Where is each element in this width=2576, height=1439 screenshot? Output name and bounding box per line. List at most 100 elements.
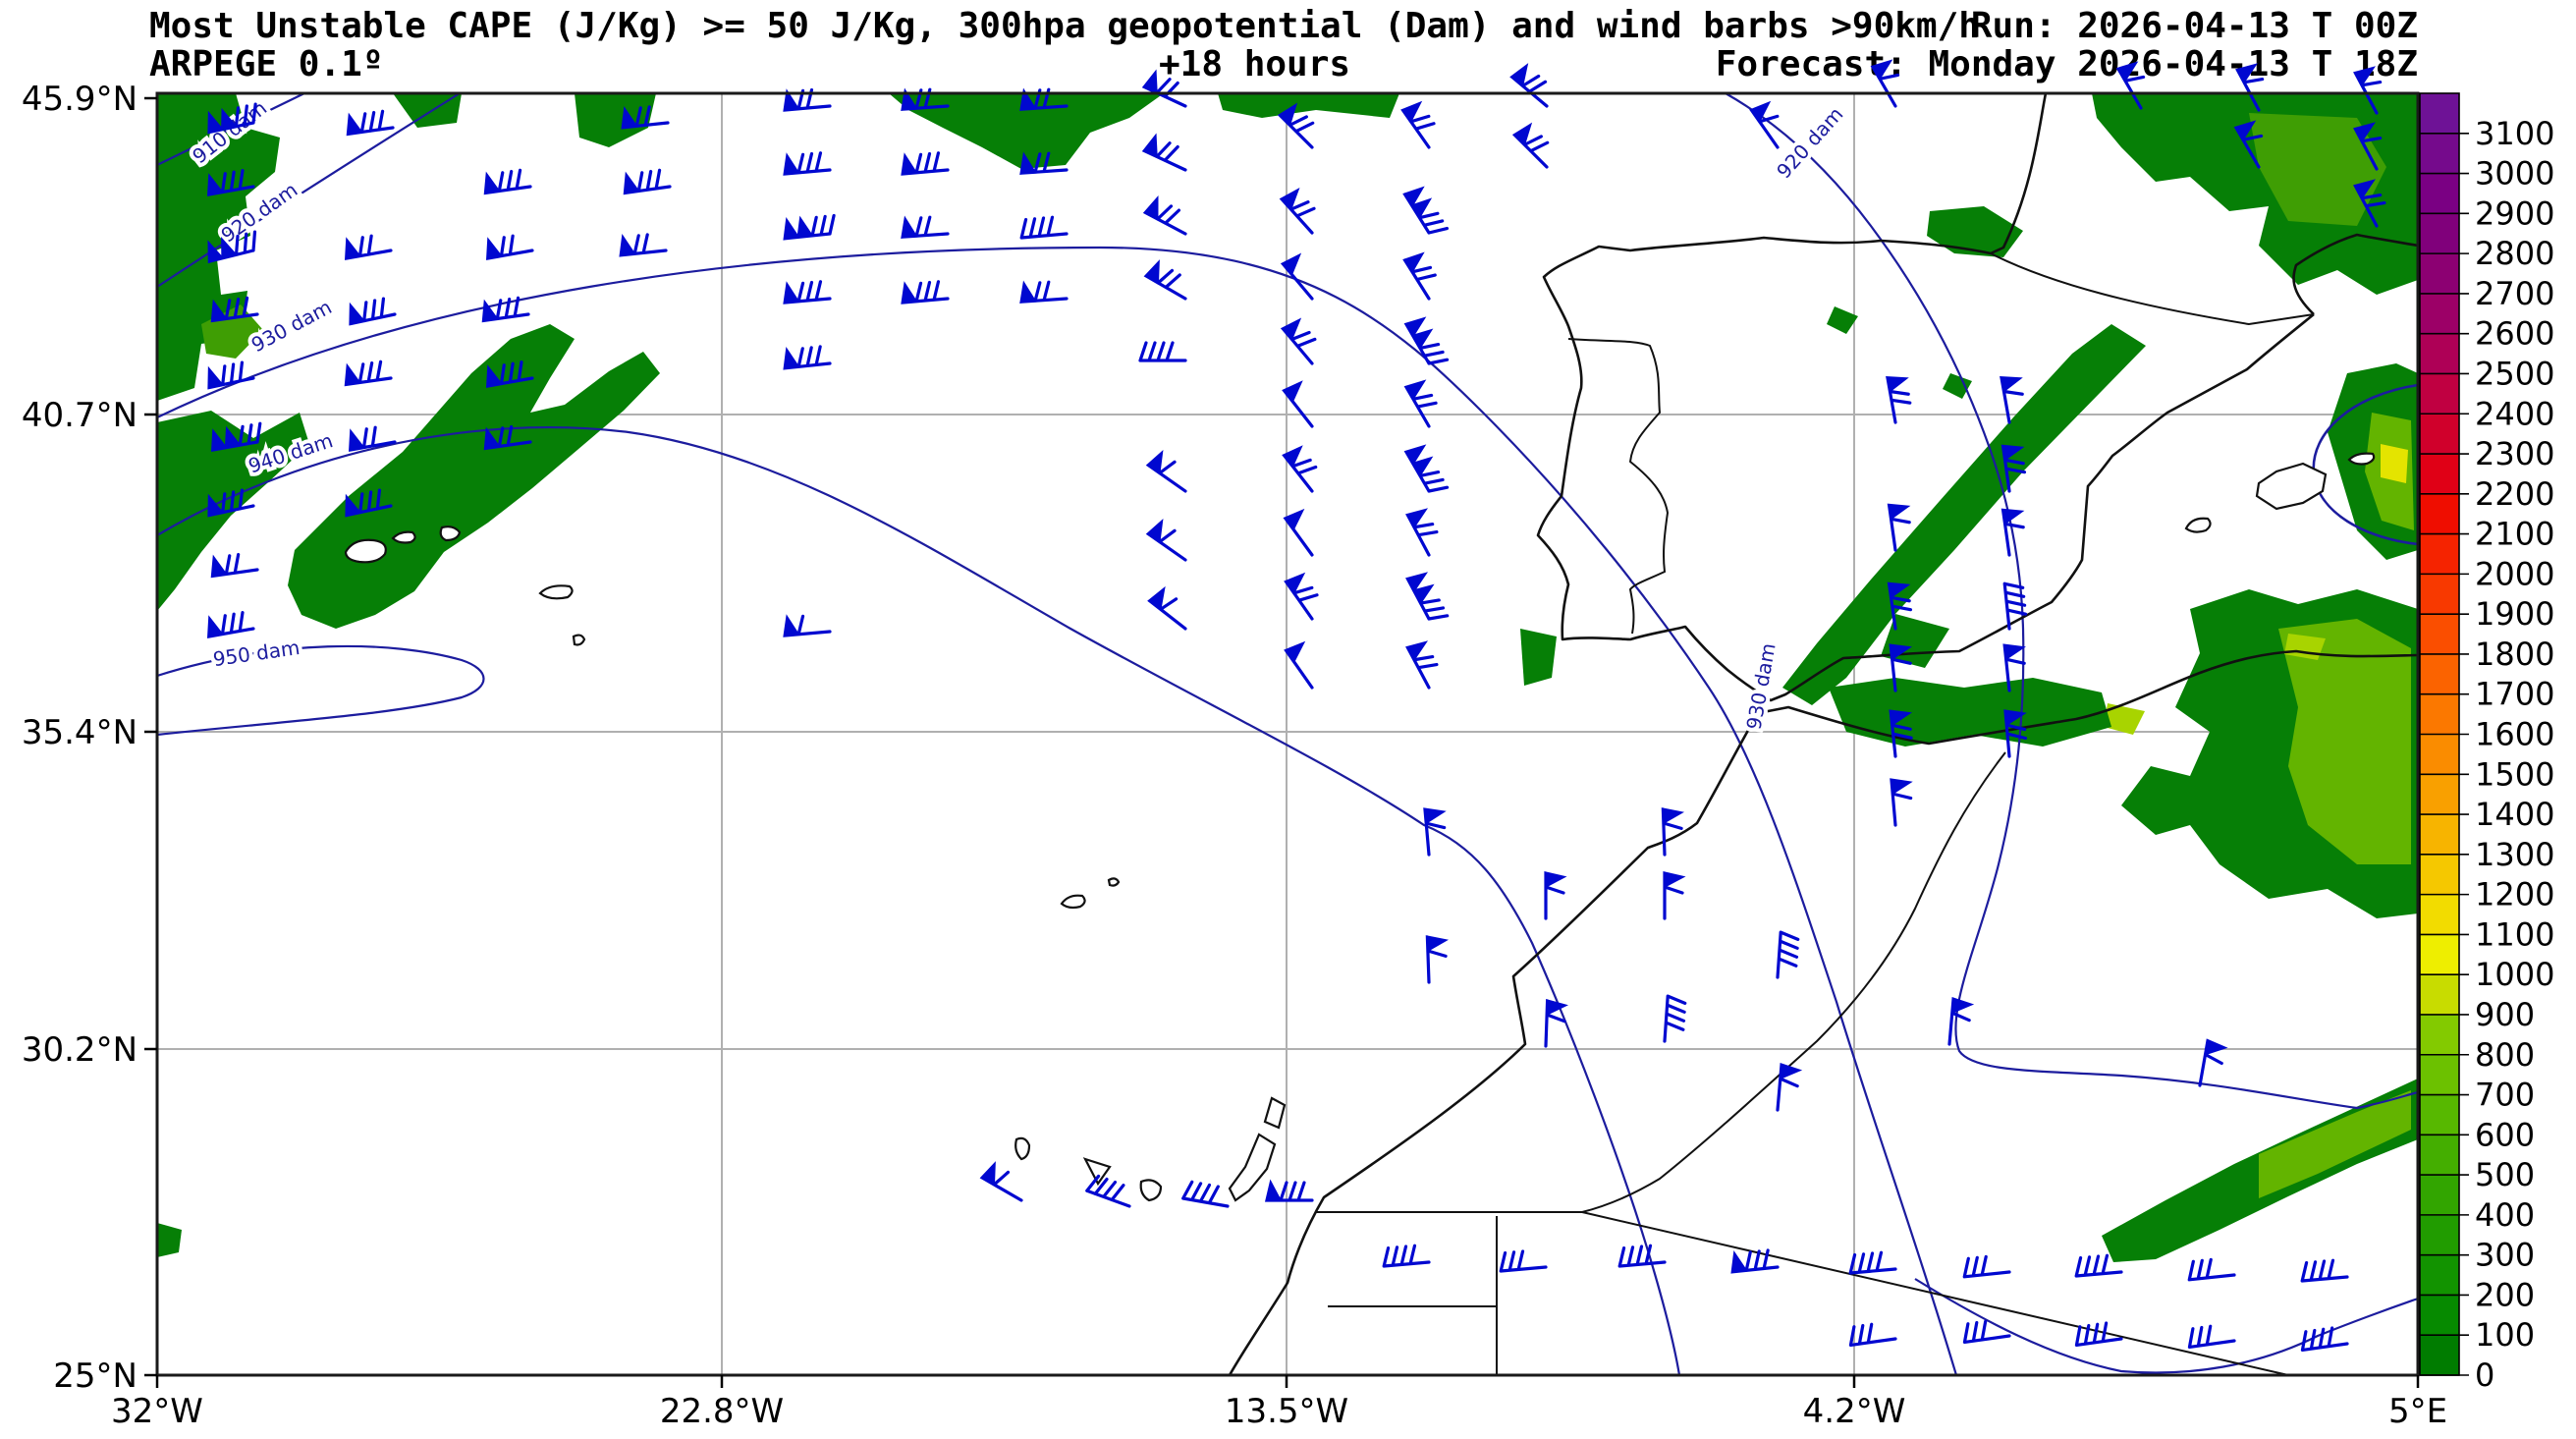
wind-barb	[2233, 120, 2264, 169]
wind-barb	[783, 213, 836, 241]
wind-barb	[207, 488, 255, 518]
colorbar-segment	[2420, 1135, 2459, 1176]
colorbar-label: 1900	[2475, 595, 2554, 633]
colorbar-label: 600	[2475, 1116, 2535, 1153]
colorbar-label: 1700	[2475, 676, 2554, 713]
colorbar-label: 100	[2475, 1316, 2535, 1354]
colorbar-label: 2900	[2475, 194, 2554, 232]
wind-barb	[1661, 807, 1685, 857]
wind-barb	[1402, 251, 1437, 301]
colorbar-label: 2600	[2475, 315, 2554, 353]
island-outline	[1107, 877, 1121, 887]
wind-barb	[623, 168, 672, 195]
island-outline	[2347, 452, 2376, 466]
colorbar-segment	[2420, 1214, 2459, 1256]
wind-barb	[1663, 870, 1686, 920]
colorbar-segment	[2420, 1014, 2459, 1056]
wind-barb	[783, 280, 832, 304]
cape-shaded-area	[1927, 206, 2023, 257]
wind-barb	[206, 611, 255, 638]
wind-barb	[2198, 1038, 2228, 1087]
wind-barb	[348, 425, 397, 452]
wind-barb	[345, 488, 393, 518]
wind-barb	[783, 151, 832, 176]
colorbar-segment	[2420, 333, 2459, 375]
wind-barb	[1141, 133, 1187, 172]
contour-label: 930 dam	[247, 295, 336, 357]
wind-barb	[1145, 518, 1187, 562]
colorbar-segment	[2420, 533, 2459, 575]
wind-barb	[485, 360, 534, 388]
colorbar-label: 500	[2475, 1156, 2535, 1193]
x-axis-label: 32°W	[111, 1392, 203, 1431]
colorbar-label: 800	[2475, 1036, 2535, 1074]
cape-shaded-area	[2381, 444, 2408, 483]
contour-label: 950 dam	[211, 636, 301, 671]
colorbar-label: 2200	[2475, 475, 2554, 513]
wind-barb	[621, 105, 670, 130]
colorbar-segment	[2420, 1094, 2459, 1135]
wind-barb	[2300, 1326, 2349, 1353]
colorbar-segment	[2420, 493, 2459, 535]
colorbar-label: 300	[2475, 1237, 2535, 1274]
y-axis-label: 40.7°N	[22, 396, 137, 435]
wind-barb	[2003, 709, 2028, 758]
island-outline	[1014, 1136, 1031, 1161]
wind-barb	[1019, 280, 1069, 304]
colorbar-label: 2800	[2475, 235, 2554, 272]
wind-barb	[2002, 643, 2026, 692]
wind-barb	[349, 297, 397, 326]
geopotential-contour	[156, 246, 1958, 1376]
colorbar-segment	[2420, 1054, 2459, 1096]
wind-barb	[2000, 375, 2024, 424]
colorbar-segment	[2420, 774, 2459, 815]
wind-barb	[210, 296, 259, 323]
x-axis-label: 13.5°W	[1225, 1392, 1348, 1431]
geopotential-contour	[156, 644, 485, 737]
cape-shaded-area	[288, 324, 660, 629]
island-outline	[344, 538, 387, 564]
country-border	[1567, 338, 1670, 635]
wind-barb	[485, 234, 534, 260]
wind-barb	[2115, 61, 2146, 110]
wind-barb	[1147, 585, 1187, 631]
colorbar-label: 1100	[2475, 915, 2554, 953]
y-axis-label: 25°N	[53, 1356, 137, 1396]
colorbar-label: 1800	[2475, 636, 2554, 673]
colorbar-label: 900	[2475, 996, 2535, 1033]
wind-barb	[1284, 640, 1314, 690]
cape-shaded-area	[2249, 113, 2386, 226]
colorbar-segment	[2420, 414, 2459, 455]
island-outline	[1263, 1096, 1287, 1130]
wind-barb	[901, 280, 950, 304]
wind-barb	[901, 87, 950, 111]
wind-barb	[483, 168, 532, 195]
wind-barb	[1423, 807, 1447, 857]
colorbar-label: 2000	[2475, 555, 2554, 592]
y-axis-label: 45.9°N	[22, 80, 137, 119]
wind-barb	[783, 345, 832, 370]
geopotential-contour	[1725, 92, 2419, 1110]
colorbar-label: 1000	[2475, 956, 2554, 993]
colorbar-label: 1500	[2475, 755, 2554, 793]
wind-barb	[901, 151, 950, 176]
colorbar-segment	[2420, 614, 2459, 655]
colorbar-label: 3100	[2475, 115, 2554, 152]
y-axis-label: 30.2°N	[22, 1030, 137, 1070]
cape-shaded-area	[1827, 306, 1858, 334]
y-axis-label: 35.4°N	[22, 713, 137, 752]
wind-barb	[1776, 930, 1800, 979]
colorbar-segment	[2420, 1295, 2459, 1336]
wind-barb	[481, 296, 530, 323]
wind-barb	[783, 87, 832, 112]
wind-barb	[1382, 1244, 1431, 1268]
colorbar-segment	[2420, 93, 2459, 135]
wind-barb	[2002, 581, 2028, 631]
wind-barb	[1425, 935, 1450, 984]
colorbar-label: 1400	[2475, 796, 2554, 833]
wind-barb	[1402, 186, 1450, 235]
colorbar-outline	[2419, 92, 2460, 1376]
colorbar-label: 200	[2475, 1276, 2535, 1313]
wind-barb	[1749, 100, 1780, 149]
